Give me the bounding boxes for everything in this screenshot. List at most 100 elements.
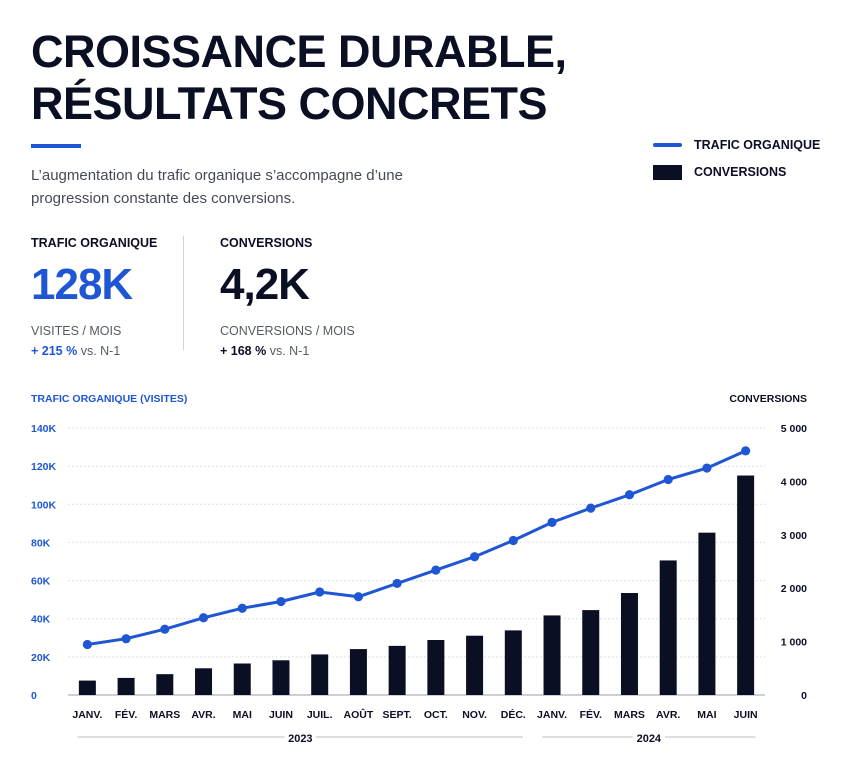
kpi-conversions-delta-row: + 168 % vs. N-1 — [220, 344, 355, 358]
traffic-point — [624, 490, 635, 500]
kpi-divider — [183, 236, 184, 350]
x-tick-label: MAI — [697, 709, 716, 721]
left-tick-label: 100K — [31, 499, 57, 511]
left-tick-label: 0 — [31, 690, 37, 702]
legend-label-conversions: CONVERSIONS — [694, 165, 787, 179]
conversion-bar — [620, 593, 638, 695]
traffic-point — [82, 639, 92, 650]
kpi-traffic: TRAFIC ORGANIQUE 128K VISITES / MOIS + 2… — [31, 236, 157, 358]
x-tick-label: JUIN — [734, 709, 758, 721]
traffic-point — [315, 587, 325, 597]
right-tick-label: 0 — [801, 690, 807, 702]
kpi-traffic-delta-row: + 215 % vs. N-1 — [31, 344, 157, 358]
kpi-traffic-value: 128K — [31, 260, 133, 309]
kpi-traffic-delta: + 215 % — [31, 344, 78, 358]
x-tick-label: DÉC. — [501, 708, 526, 721]
legend-item-traffic: TRAFIC ORGANIQUE — [653, 136, 820, 154]
traffic-point — [469, 552, 480, 562]
conversion-bar — [272, 660, 290, 695]
legend-line-swatch — [653, 143, 682, 147]
x-tick-label: AVR. — [656, 709, 680, 721]
x-tick-label: OCT. — [424, 709, 448, 721]
conversion-bar — [311, 654, 329, 695]
x-tick-label: FÉV. — [580, 708, 602, 721]
traffic-point — [663, 474, 673, 485]
traffic-line — [85, 449, 748, 646]
left-tick-label: 60K — [31, 576, 51, 588]
left-tick-label: 140K — [31, 423, 57, 435]
conversion-bar — [195, 668, 213, 695]
legend-label-traffic: TRAFIC ORGANIQUE — [694, 138, 821, 152]
chart-legend: TRAFIC ORGANIQUE CONVERSIONS — [653, 136, 820, 190]
x-tick-label: JUIL. — [307, 709, 333, 721]
left-tick-label: 120K — [31, 461, 57, 473]
conversion-bar — [156, 674, 174, 695]
conversion-bar — [427, 639, 445, 695]
traffic-point — [198, 613, 209, 623]
kpi-conversions-label: CONVERSIONS — [220, 236, 313, 250]
title-underline — [31, 144, 81, 148]
traffic-point — [702, 463, 712, 473]
conversion-bar — [582, 610, 600, 695]
conversion-bar — [737, 475, 755, 695]
left-tick-label: 80K — [31, 537, 51, 549]
x-tick-label: AVR. — [191, 709, 215, 721]
right-tick-label: 2 000 — [781, 583, 807, 595]
title-line-2: RÉSULTATS CONCRETS — [31, 78, 547, 129]
traffic-point — [431, 565, 441, 575]
traffic-point — [741, 446, 751, 456]
conversion-bar — [543, 615, 561, 695]
x-tick-label: JANV. — [537, 709, 567, 721]
year-label: 2024 — [637, 733, 662, 745]
right-axis-title: CONVERSIONS — [729, 393, 807, 405]
description: L’augmentation du trafic organique s’acc… — [31, 167, 403, 207]
right-tick-label: 3 000 — [781, 530, 807, 542]
title-line-1: CROISSANCE DURABLE, — [31, 26, 567, 77]
kpi-conversions-unit: CONVERSIONS / MOIS — [220, 324, 355, 338]
traffic-point — [392, 578, 402, 589]
x-tick-label: JANV. — [72, 709, 102, 721]
traffic-point — [508, 535, 518, 546]
traffic-point — [586, 503, 596, 513]
traffic-point — [353, 592, 364, 602]
x-tick-label: MAI — [233, 709, 252, 721]
traffic-point — [276, 596, 286, 607]
conversion-bar — [349, 649, 367, 695]
x-tick-label: MARS — [614, 709, 645, 721]
right-tick-label: 1 000 — [781, 637, 807, 649]
conversion-bar — [659, 560, 677, 695]
kpi-traffic-label: TRAFIC ORGANIQUE — [31, 236, 158, 250]
year-label: 2023 — [288, 733, 312, 745]
left-tick-label: 40K — [31, 614, 51, 626]
traffic-point — [237, 603, 247, 613]
x-tick-label: MARS — [149, 709, 180, 721]
page-title: CROISSANCE DURABLE, RÉSULTATS CONCRETS — [31, 26, 567, 130]
kpi-traffic-delta-suffix: vs. N-1 — [80, 344, 121, 358]
x-tick-label: NOV. — [462, 709, 487, 721]
left-tick-label: 20K — [31, 652, 51, 664]
kpi-conversions: CONVERSIONS 4,2K CONVERSIONS / MOIS + 16… — [220, 236, 355, 358]
legend-bar-swatch — [653, 164, 682, 180]
traffic-point — [160, 624, 170, 634]
kpi-conversions-delta-suffix: vs. N-1 — [269, 344, 310, 358]
conversion-bar — [388, 645, 406, 695]
conversion-bar — [504, 630, 522, 695]
left-axis-title: TRAFIC ORGANIQUE (VISITES) — [31, 393, 187, 405]
traffic-point — [121, 634, 131, 644]
traffic-point — [547, 517, 557, 528]
conversion-bar — [117, 677, 135, 695]
conversion-bar — [233, 663, 251, 695]
conversion-bar — [698, 532, 716, 695]
legend-item-conversions: CONVERSIONS — [653, 163, 820, 181]
right-tick-label: 5 000 — [781, 423, 807, 435]
x-tick-label: SEPT. — [383, 709, 412, 721]
right-tick-label: 4 000 — [781, 476, 807, 488]
x-tick-label: AOÛT — [344, 708, 374, 721]
x-tick-label: JUIN — [269, 709, 293, 721]
x-tick-label: FÉV. — [115, 708, 137, 721]
conversion-bar — [78, 680, 96, 695]
conversion-bar — [466, 635, 484, 695]
kpi-conversions-value: 4,2K — [220, 260, 310, 309]
kpi-conversions-delta: + 168 % — [220, 344, 267, 358]
